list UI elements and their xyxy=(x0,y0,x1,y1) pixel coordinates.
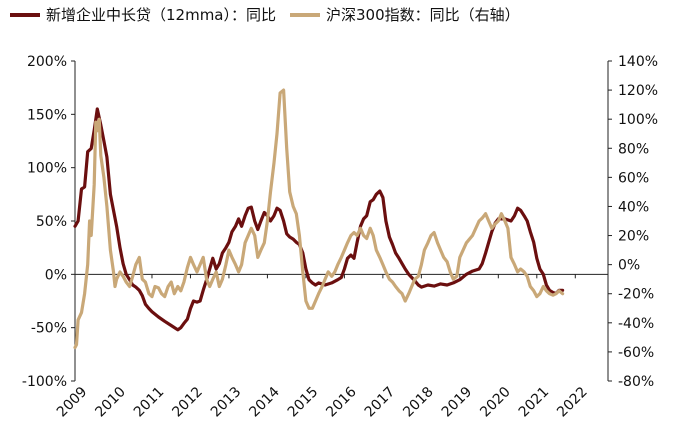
x-tick-label: 2013 xyxy=(208,384,245,421)
x-tick-label: 2016 xyxy=(323,384,360,421)
x-tick-label: 2018 xyxy=(400,384,437,421)
legend-swatch-series-1 xyxy=(10,12,40,17)
x-tick-label: 2014 xyxy=(246,384,283,421)
right-tick-label: 80% xyxy=(618,141,649,157)
right-tick-label: 120% xyxy=(618,83,658,99)
right-tick-label: -80% xyxy=(618,374,654,390)
x-tick-label: 2011 xyxy=(131,384,168,421)
right-tick-label: -40% xyxy=(618,316,654,332)
left-tick-label: -100% xyxy=(22,374,67,390)
x-tick-label: 2012 xyxy=(169,384,206,421)
legend-item-series-1: 新增企业中长贷（12mma）：同比 xyxy=(10,4,276,25)
left-tick-label: 100% xyxy=(27,161,67,177)
x-tick-label: 2017 xyxy=(362,384,399,421)
legend: 新增企业中长贷（12mma）：同比 沪深300指数：同比（右轴） xyxy=(10,4,534,25)
right-tick-label: 0% xyxy=(618,258,640,274)
legend-label-series-2: 沪深300指数：同比（右轴） xyxy=(326,6,520,24)
x-tick-label: 2019 xyxy=(439,384,476,421)
series-line-1 xyxy=(73,107,565,332)
left-tick-label: 50% xyxy=(36,214,67,230)
right-tick-label: -20% xyxy=(618,287,654,303)
x-tick-label: 2020 xyxy=(477,384,514,421)
legend-swatch-series-2 xyxy=(290,12,321,17)
x-tick-label: 2022 xyxy=(554,384,591,421)
x-tick-label: 2021 xyxy=(516,384,553,421)
right-tick-label: 100% xyxy=(618,112,658,128)
legend-label-series-1: 新增企业中长贷（12mma）：同比 xyxy=(46,6,277,24)
right-tick-label: 140% xyxy=(618,54,658,70)
left-tick-label: -50% xyxy=(31,321,67,337)
right-tick-label: 20% xyxy=(618,229,649,245)
right-tick-label: 60% xyxy=(618,170,649,186)
right-tick-label: 40% xyxy=(618,199,649,215)
legend-item-series-2: 沪深300指数：同比（右轴） xyxy=(290,4,520,25)
x-tick-label: 2010 xyxy=(92,384,129,421)
right-tick-label: -60% xyxy=(618,345,654,361)
left-tick-label: 150% xyxy=(27,107,67,123)
series-line-2 xyxy=(73,88,565,350)
left-tick-label: 0% xyxy=(45,267,67,283)
x-tick-label: 2015 xyxy=(285,384,322,421)
left-tick-label: 200% xyxy=(27,54,67,70)
